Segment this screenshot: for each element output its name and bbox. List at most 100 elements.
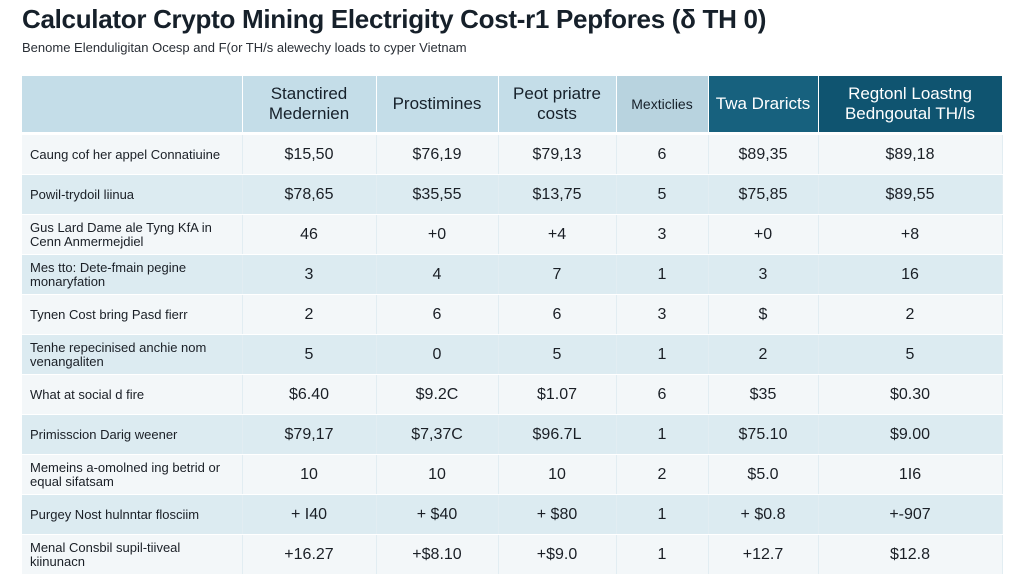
- value-cell: 2: [242, 294, 377, 335]
- value-cell: 1: [616, 254, 709, 295]
- table-row: Memeins a-omolned ing betrid or equal si…: [22, 454, 1003, 495]
- value-cell: +4: [498, 214, 617, 255]
- value-cell: $79,13: [498, 133, 617, 175]
- table-row: Powil-trydoil liinua $78,65 $35,55 $13,75 5 $…: [22, 174, 1003, 215]
- value-cell: $75.10: [708, 414, 819, 455]
- value-cell: 3: [616, 294, 709, 335]
- value-cell: 1: [616, 534, 709, 575]
- table-row: Mes tto: Dete-fmain pegine monaryfation 3…: [22, 254, 1003, 295]
- value-cell: 5: [818, 334, 1003, 375]
- table-row: Menal Consbil supil-tiiveal kiinunacn +16…: [22, 534, 1003, 575]
- value-cell: +8: [818, 214, 1003, 255]
- value-cell: 5: [242, 334, 377, 375]
- row-label-cell: Gus Lard Dame ale Tyng KfA in Cenn Anmer…: [22, 214, 243, 255]
- value-cell: 2: [818, 294, 1003, 335]
- value-cell: + $0.8: [708, 494, 819, 535]
- value-cell: 2: [708, 334, 819, 375]
- table-body: Caung cof her appel Connatiuine $15,50 $76…: [22, 133, 1003, 575]
- value-cell: 6: [376, 294, 499, 335]
- table-row: Primisscion Darig weener $79,17 $7,37C $96.…: [22, 414, 1003, 455]
- value-cell: + $80: [498, 494, 617, 535]
- value-cell: +0: [708, 214, 819, 255]
- value-cell: +0: [376, 214, 499, 255]
- value-cell: $89,55: [818, 174, 1003, 215]
- header-cell-col4: Mexticlies: [616, 76, 709, 135]
- value-cell: 0: [376, 334, 499, 375]
- value-cell: 10: [376, 454, 499, 495]
- value-cell: +16.27: [242, 534, 377, 575]
- value-cell: $96.7L: [498, 414, 617, 455]
- value-cell: 46: [242, 214, 377, 255]
- header-cell-col2: Prostimines: [376, 76, 499, 135]
- header-cell-col1: Stanctired Medernien: [242, 76, 377, 135]
- value-cell: 1: [616, 334, 709, 375]
- value-cell: 3: [616, 214, 709, 255]
- value-cell: +$9.0: [498, 534, 617, 575]
- value-cell: $5.0: [708, 454, 819, 495]
- value-cell: 6: [616, 133, 709, 175]
- value-cell: $1.07: [498, 374, 617, 415]
- page-subtitle: Benome Elenduligitan Ocesp and F(or TH/s…: [22, 40, 467, 55]
- table-row: Caung cof her appel Connatiuine $15,50 $76…: [22, 133, 1003, 175]
- value-cell: $76,19: [376, 133, 499, 175]
- header-cell-col3: Peot priatre costs: [498, 76, 617, 135]
- table-row: Gus Lard Dame ale Tyng KfA in Cenn Anmer…: [22, 214, 1003, 255]
- value-cell: $89,35: [708, 133, 819, 175]
- value-cell: 1I6: [818, 454, 1003, 495]
- table-row: Tenhe repecinised anchie nom venangalite…: [22, 334, 1003, 375]
- value-cell: $7,37C: [376, 414, 499, 455]
- value-cell: 5: [498, 334, 617, 375]
- value-cell: 3: [708, 254, 819, 295]
- row-label-cell: Tenhe repecinised anchie nom venangalite…: [22, 334, 243, 375]
- value-cell: $9.2C: [376, 374, 499, 415]
- row-label-cell: What at social d fire: [22, 374, 243, 415]
- row-label-cell: Powil-trydoil liinua: [22, 174, 243, 215]
- value-cell: +12.7: [708, 534, 819, 575]
- row-label-cell: Memeins a-omolned ing betrid or equal si…: [22, 454, 243, 495]
- value-cell: 6: [498, 294, 617, 335]
- value-cell: $15,50: [242, 133, 377, 175]
- table-row: What at social d fire $6.40 $9.2C $1.07 6 $35…: [22, 374, 1003, 415]
- value-cell: + $40: [376, 494, 499, 535]
- value-cell: 16: [818, 254, 1003, 295]
- value-cell: + I40: [242, 494, 377, 535]
- value-cell: 3: [242, 254, 377, 295]
- row-label-cell: Tynen Cost bring Pasd fierr: [22, 294, 243, 335]
- value-cell: 2: [616, 454, 709, 495]
- value-cell: $75,85: [708, 174, 819, 215]
- header-cell-col5: Twa Draricts: [708, 76, 819, 135]
- table-row: Purgey Nost hulnntar flosciim + I40 + $40 +…: [22, 494, 1003, 535]
- row-label-cell: Primisscion Darig weener: [22, 414, 243, 455]
- value-cell: $89,18: [818, 133, 1003, 175]
- value-cell: $0.30: [818, 374, 1003, 415]
- value-cell: $35: [708, 374, 819, 415]
- value-cell: 6: [616, 374, 709, 415]
- value-cell: 10: [498, 454, 617, 495]
- cost-comparison-table: Stanctired Medernien Prostimines Peot pr…: [22, 76, 1003, 575]
- table-header-row: Stanctired Medernien Prostimines Peot pr…: [22, 76, 1003, 135]
- value-cell: $79,17: [242, 414, 377, 455]
- value-cell: 10: [242, 454, 377, 495]
- value-cell: 5: [616, 174, 709, 215]
- value-cell: $9.00: [818, 414, 1003, 455]
- value-cell: +-907: [818, 494, 1003, 535]
- value-cell: 1: [616, 494, 709, 535]
- value-cell: $78,65: [242, 174, 377, 215]
- header-cell-blank: [22, 76, 243, 135]
- row-label-cell: Mes tto: Dete-fmain pegine monaryfation: [22, 254, 243, 295]
- value-cell: $13,75: [498, 174, 617, 215]
- value-cell: 4: [376, 254, 499, 295]
- page-title: Calculator Crypto Mining Electrigity Cos…: [22, 4, 767, 34]
- value-cell: 7: [498, 254, 617, 295]
- value-cell: $35,55: [376, 174, 499, 215]
- row-label-cell: Purgey Nost hulnntar flosciim: [22, 494, 243, 535]
- value-cell: $: [708, 294, 819, 335]
- value-cell: +$8.10: [376, 534, 499, 575]
- value-cell: $12.8: [818, 534, 1003, 575]
- value-cell: 1: [616, 414, 709, 455]
- value-cell: $6.40: [242, 374, 377, 415]
- row-label-cell: Menal Consbil supil-tiiveal kiinunacn: [22, 534, 243, 575]
- table-row: Tynen Cost bring Pasd fierr 2 6 6 3 $2: [22, 294, 1003, 335]
- header-cell-col6: Regtonl Loastng Bedngoutal TH/ls: [818, 76, 1003, 135]
